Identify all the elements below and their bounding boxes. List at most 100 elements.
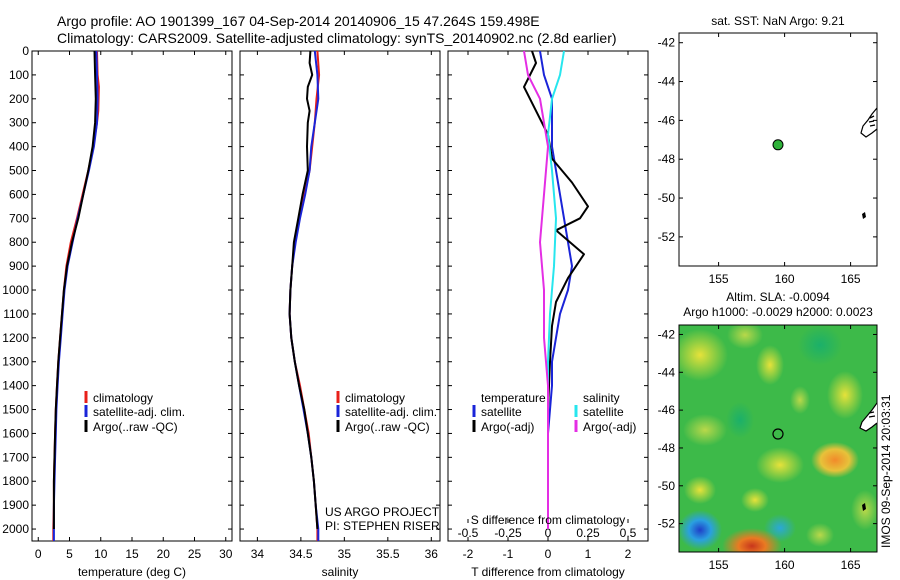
- temperature-panel: 0100200300400500600700800900100011001200…: [2, 44, 232, 579]
- map-ytick-label: -44: [658, 365, 676, 379]
- map-xtick-label: 160: [775, 272, 795, 286]
- difference-xlabel-top: S difference from climatology: [471, 513, 626, 527]
- map-ytick-label: -46: [658, 403, 676, 417]
- difference-xlabel: T difference from climatology: [471, 565, 625, 579]
- ytick-label: 1400: [2, 379, 29, 393]
- sla-map-float-marker: [772, 428, 784, 440]
- map-ytick-label: -52: [658, 517, 676, 531]
- ytick-label: 1800: [2, 474, 29, 488]
- xtick-label: 1: [585, 547, 592, 561]
- sla-map-axes: [678, 324, 878, 553]
- xtick-label: 36: [425, 547, 439, 561]
- sla-heatmap: [679, 325, 877, 552]
- ytick-label: 500: [9, 164, 29, 178]
- sst-map-axes: [678, 32, 878, 267]
- map-ytick-label: -50: [658, 191, 676, 205]
- xtick-label: 35: [338, 547, 352, 561]
- salinity-legend-argo: Argo(..raw -QC): [345, 420, 430, 434]
- temperature-legend-argo: Argo(..raw -QC): [93, 420, 178, 434]
- map-ytick-label: -48: [658, 441, 676, 455]
- ytick-label: 600: [9, 187, 29, 201]
- difference-legend-temp-satellite: satellite: [481, 405, 522, 419]
- map-ytick-label: -42: [658, 36, 676, 50]
- xtick-label: 15: [125, 547, 139, 561]
- series-line-salinity-1: [288, 50, 320, 541]
- series-line-difference-0: [539, 50, 573, 529]
- salinity-xlabel: salinity: [322, 565, 359, 579]
- ytick-label: 700: [9, 211, 29, 225]
- xtick-label: 5: [66, 547, 73, 561]
- series-line-temperature-0: [52, 50, 100, 541]
- ytick-label: 1600: [2, 426, 29, 440]
- map-xtick-label: 155: [709, 272, 729, 286]
- map-ytick-label: -50: [658, 479, 676, 493]
- difference-legend-header-temperature: temperature: [481, 391, 546, 405]
- map-ytick-label: -42: [658, 327, 676, 341]
- series-line-salinity-2: [288, 50, 319, 530]
- xtick-top-label: 0.25: [576, 526, 600, 540]
- map-ytick-label: -48: [658, 152, 676, 166]
- project-pi: PI: STEPHEN RISER: [325, 519, 440, 533]
- sst-map-panel: sat. SST: NaN Argo: 9.21 155 160 165 -42 -44…: [658, 14, 878, 286]
- ytick-label: 900: [9, 259, 29, 273]
- map-ytick-label: -46: [658, 113, 676, 127]
- xtick-top-label: 0.5: [620, 526, 637, 540]
- difference-panel: -2 -1 0 1 2 -0.5 -0.25 0 0.25 0.5 T difference fr…: [447, 50, 649, 579]
- xtick-top-label: 0: [545, 526, 552, 540]
- xtick-label: -2: [463, 547, 474, 561]
- series-line-temperature-1: [52, 50, 99, 541]
- ytick-label: 1900: [2, 498, 29, 512]
- side-stamp: IMOS 09-Sep-2014 20:03:31: [879, 394, 893, 548]
- xtick-label: 2: [625, 547, 632, 561]
- xtick-label: 34: [251, 547, 265, 561]
- sla-map-title-line2: Argo h1000: -0.0029 h2000: 0.0023: [683, 305, 873, 319]
- difference-legend-temp-argo: Argo(-adj): [481, 420, 534, 434]
- sla-map-panel: Altim. SLA: -0.0094 Argo h1000: -0.0029 …: [658, 290, 878, 572]
- sst-map-float-marker: [772, 139, 784, 151]
- figure-title-line1: Argo profile: AO 1901399_167 04-Sep-2014…: [57, 13, 540, 29]
- map-xtick-label: 155: [709, 558, 729, 572]
- sst-map-coastline: [860, 107, 878, 219]
- temperature-legend-satellite: satellite-adj. clim.: [93, 405, 185, 419]
- map-xtick-label: 165: [841, 272, 861, 286]
- salinity-legend: climatology satellite-adj. clim. Argo(..…: [336, 391, 437, 434]
- figure-title-line2: Climatology: CARS2009. Satellite-adjuste…: [57, 30, 617, 46]
- xtick-label: 10: [94, 547, 108, 561]
- ytick-label: 1700: [2, 450, 29, 464]
- ytick-label: 0: [22, 44, 29, 58]
- xtick-label: 0: [545, 547, 552, 561]
- salinity-panel: 34 34.5 35 35.5 36 salinity climatology sate…: [239, 50, 441, 579]
- ytick-label: 200: [9, 92, 29, 106]
- map-xtick-label: 160: [775, 558, 795, 572]
- ytick-label: 100: [9, 68, 29, 82]
- ytick-label: 1000: [2, 283, 29, 297]
- ytick-label: 1300: [2, 355, 29, 369]
- xtick-label: 0: [35, 547, 42, 561]
- xtick-label: 30: [219, 547, 233, 561]
- xtick-label: 25: [188, 547, 202, 561]
- xtick-label: 34.5: [289, 547, 313, 561]
- salinity-legend-satellite: satellite-adj. clim.: [345, 405, 437, 419]
- ytick-label: 300: [9, 116, 29, 130]
- temperature-legend-climatology: climatology: [93, 391, 153, 405]
- ytick-label: 1100: [3, 307, 29, 321]
- ytick-label: 800: [9, 235, 29, 249]
- difference-legend-header-salinity: salinity: [583, 391, 620, 405]
- ytick-label: 1500: [2, 403, 29, 417]
- sla-map-title-line1: Altim. SLA: -0.0094: [726, 290, 830, 304]
- ytick-label: 400: [9, 140, 29, 154]
- series-line-temperature-2: [52, 50, 97, 529]
- temperature-xlabel: temperature (deg C): [78, 565, 186, 579]
- project-name: US ARGO PROJECT: [325, 505, 440, 519]
- sst-map-title: sat. SST: NaN Argo: 9.21: [711, 14, 845, 28]
- xtick-top-label: -0.5: [458, 526, 479, 540]
- ytick-label: 2000: [2, 522, 29, 536]
- xtick-top-label: -0.25: [494, 526, 522, 540]
- difference-legend: temperature salinity satellite Argo(-adj…: [472, 391, 636, 434]
- difference-legend-sal-argo: Argo(-adj): [583, 420, 636, 434]
- ytick-label: 1200: [2, 331, 29, 345]
- salinity-legend-climatology: climatology: [345, 391, 405, 405]
- xtick-label: 35.5: [376, 547, 400, 561]
- map-xtick-label: 165: [841, 558, 861, 572]
